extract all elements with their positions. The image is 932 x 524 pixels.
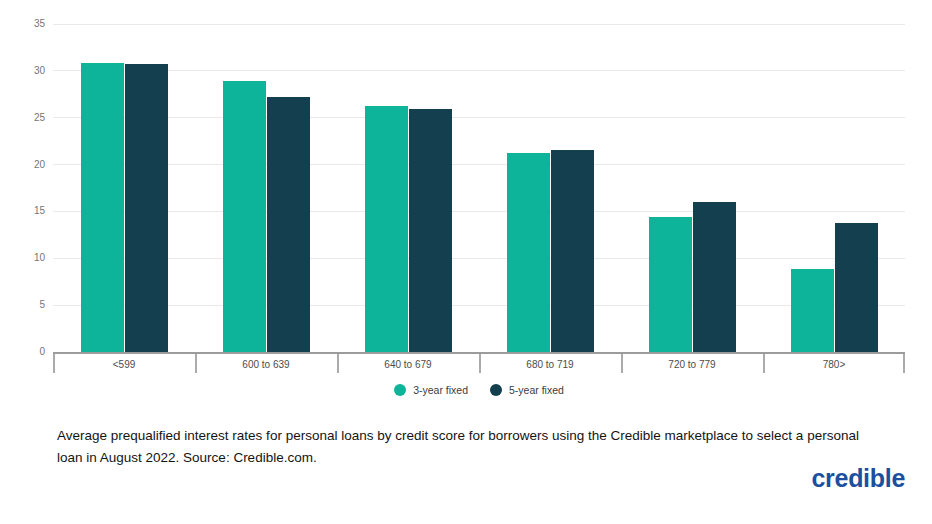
bar-3-year-fixed-600-to-639 xyxy=(223,81,266,352)
legend-item-3-year-fixed: 3-year fixed xyxy=(394,384,468,396)
legend-item-5-year-fixed: 5-year fixed xyxy=(490,384,564,396)
chart-legend: 3-year fixed 5-year fixed xyxy=(53,384,905,396)
bar-5-year-fixed-599 xyxy=(125,64,168,352)
x-axis-tick xyxy=(903,354,905,373)
legend-label-3-year-fixed: 3-year fixed xyxy=(413,384,468,396)
bar-5-year-fixed-680-to-719 xyxy=(551,150,594,352)
chart-caption: Average prequalified interest rates for … xyxy=(57,425,881,469)
credible-logo: credible xyxy=(812,464,905,493)
x-axis-category-label: 720 to 779 xyxy=(621,358,763,372)
bar-5-year-fixed-600-to-639 xyxy=(267,97,310,352)
y-axis-tick-label: 35 xyxy=(17,18,45,30)
chart-canvas: 0 5 10 15 20 25 30 35 <599600 to 639640 to 67968… xyxy=(0,0,932,524)
bar-5-year-fixed-720-to-779 xyxy=(693,202,736,352)
x-axis-category-label: 640 to 679 xyxy=(337,358,479,372)
bar-chart-plot: 05101520253035<599600 to 639640 to 67968… xyxy=(53,24,905,352)
x-axis-category-label: 780> xyxy=(763,358,905,372)
y-axis-tick-label: 0 xyxy=(17,346,45,358)
bar-3-year-fixed-640-to-679 xyxy=(365,106,408,352)
y-axis-tick-label: 25 xyxy=(17,112,45,124)
bar-5-year-fixed-780 xyxy=(835,223,878,352)
category-group-680-to-719 xyxy=(479,24,621,352)
y-axis-tick-label: 5 xyxy=(17,299,45,311)
bar-5-year-fixed-640-to-679 xyxy=(409,109,452,352)
category-group-640-to-679 xyxy=(337,24,479,352)
x-axis-category-label: 680 to 719 xyxy=(479,358,621,372)
x-axis-category-label: 600 to 639 xyxy=(195,358,337,372)
category-group-720-to-779 xyxy=(621,24,763,352)
bar-3-year-fixed-780 xyxy=(791,269,834,352)
bar-3-year-fixed-720-to-779 xyxy=(649,217,692,352)
category-group-780 xyxy=(763,24,905,352)
bar-3-year-fixed-680-to-719 xyxy=(507,153,550,352)
y-axis-tick-label: 10 xyxy=(17,252,45,264)
y-axis-tick-label: 30 xyxy=(17,65,45,77)
y-axis-tick-label: 15 xyxy=(17,205,45,217)
category-group-600-to-639 xyxy=(195,24,337,352)
legend-dot-5-year-fixed xyxy=(490,384,502,396)
x-axis-category-label: <599 xyxy=(53,358,195,372)
legend-label-5-year-fixed: 5-year fixed xyxy=(509,384,564,396)
legend-dot-3-year-fixed xyxy=(394,384,406,396)
y-axis-tick-label: 20 xyxy=(17,159,45,171)
category-group-599 xyxy=(53,24,195,352)
bar-3-year-fixed-599 xyxy=(81,63,124,352)
